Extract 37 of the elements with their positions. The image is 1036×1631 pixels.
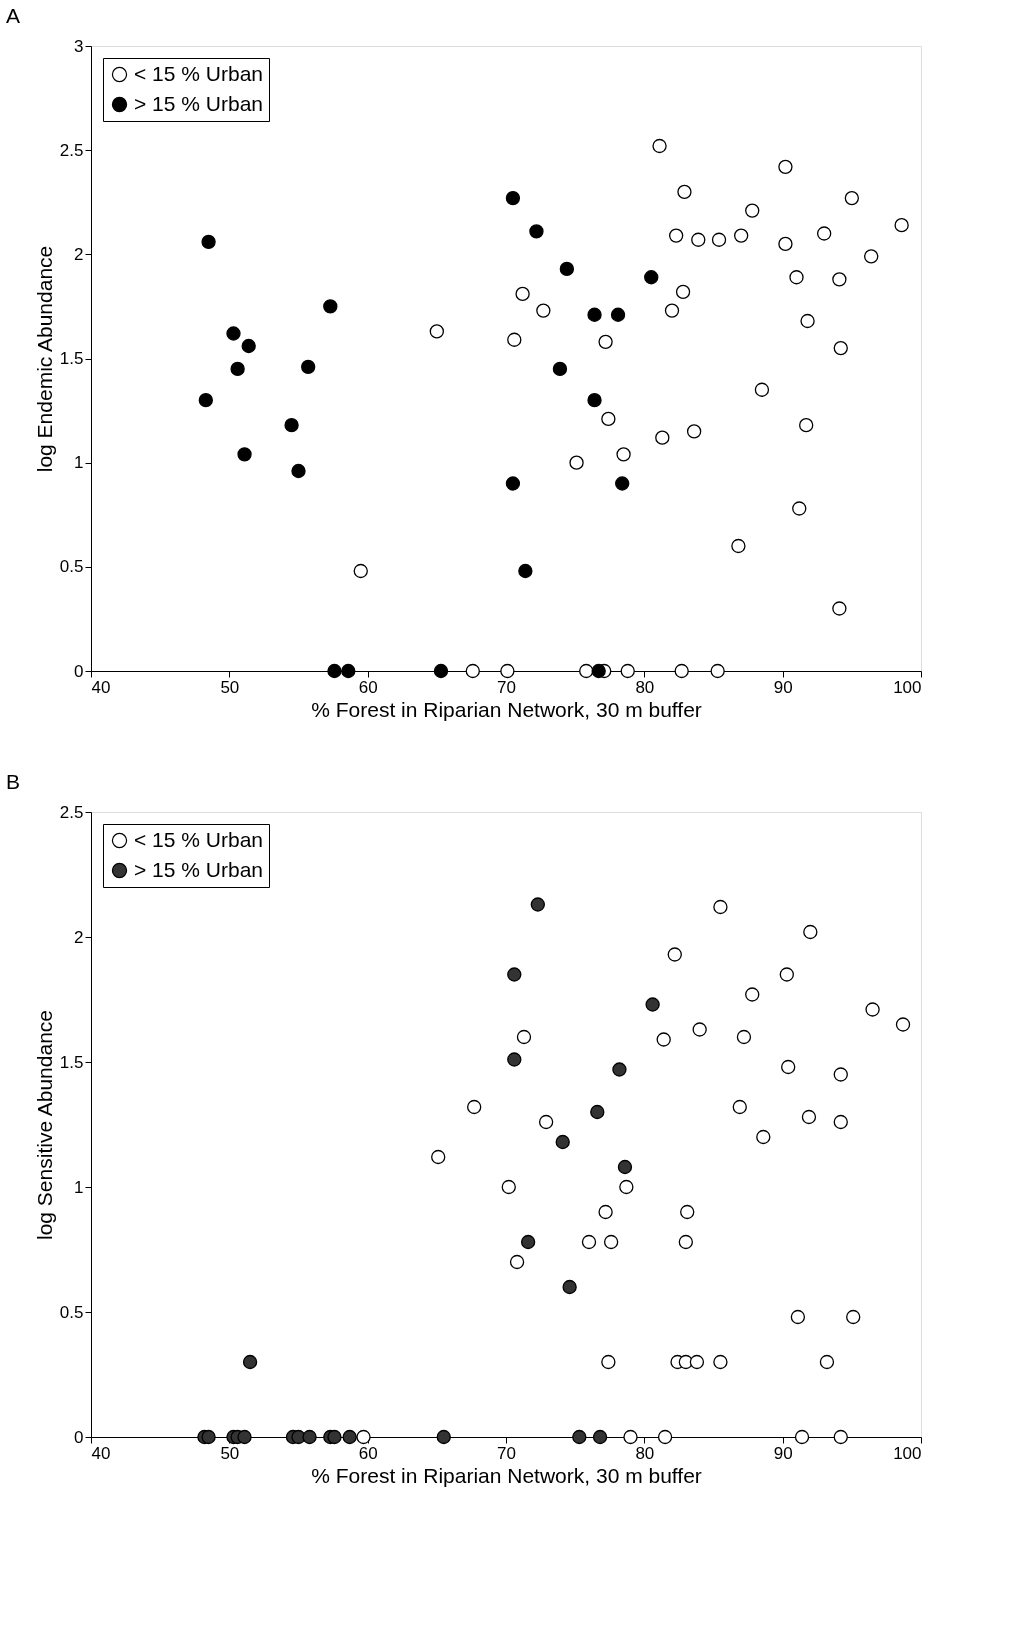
y-axis-title: log Endemic Abundance xyxy=(32,245,56,473)
y-tick-label: 0.5 xyxy=(59,1302,84,1322)
legend-label: < 15 % Urban xyxy=(134,827,263,851)
legend-label: < 15 % Urban xyxy=(134,61,263,85)
y-tick-label: 2 xyxy=(74,927,84,947)
x-tick-label: 90 xyxy=(773,1443,793,1463)
x-tick-label: 100 xyxy=(893,677,922,697)
y-tick-label: 2 xyxy=(74,244,84,264)
x-tick-label: 60 xyxy=(358,677,378,697)
x-tick-label: 70 xyxy=(497,677,516,697)
x-tick-label: 40 xyxy=(91,1443,111,1463)
y-tick-label: 2.5 xyxy=(59,140,84,160)
x-tick-label: 80 xyxy=(635,1443,655,1463)
y-tick-label: 0 xyxy=(74,1427,84,1447)
chart-title: A xyxy=(6,4,21,27)
legend-label: > 15 % Urban xyxy=(134,91,263,115)
x-tick-label: 60 xyxy=(358,1443,378,1463)
x-tick-label: 70 xyxy=(497,1443,516,1463)
x-tick-label: 80 xyxy=(635,677,655,697)
x-tick-label: 50 xyxy=(220,677,240,697)
x-tick-label: 40 xyxy=(91,677,111,697)
y-tick-label: 1 xyxy=(74,453,84,473)
x-tick-label: 90 xyxy=(773,677,793,697)
y-tick-label: 0.5 xyxy=(59,557,84,577)
x-tick-label: 100 xyxy=(893,1443,922,1463)
legend-label: > 15 % Urban xyxy=(134,857,263,881)
y-tick-label: 1 xyxy=(74,1177,84,1197)
y-tick-label: 1.5 xyxy=(59,349,84,368)
y-tick-label: 0 xyxy=(74,661,84,681)
x-axis-title: % Forest in Riparian Network, 30 m buffer xyxy=(311,1463,702,1487)
x-tick-label: 50 xyxy=(220,1443,240,1463)
x-axis-title: % Forest in Riparian Network, 30 m buffer xyxy=(311,697,702,721)
y-tick-label: 3 xyxy=(74,36,84,56)
chart-title: B xyxy=(6,770,21,793)
y-axis-title: log Sensitive Abundance xyxy=(32,1009,56,1241)
y-tick-label: 1.5 xyxy=(59,1052,84,1072)
y-tick-label: 2.5 xyxy=(59,802,84,822)
